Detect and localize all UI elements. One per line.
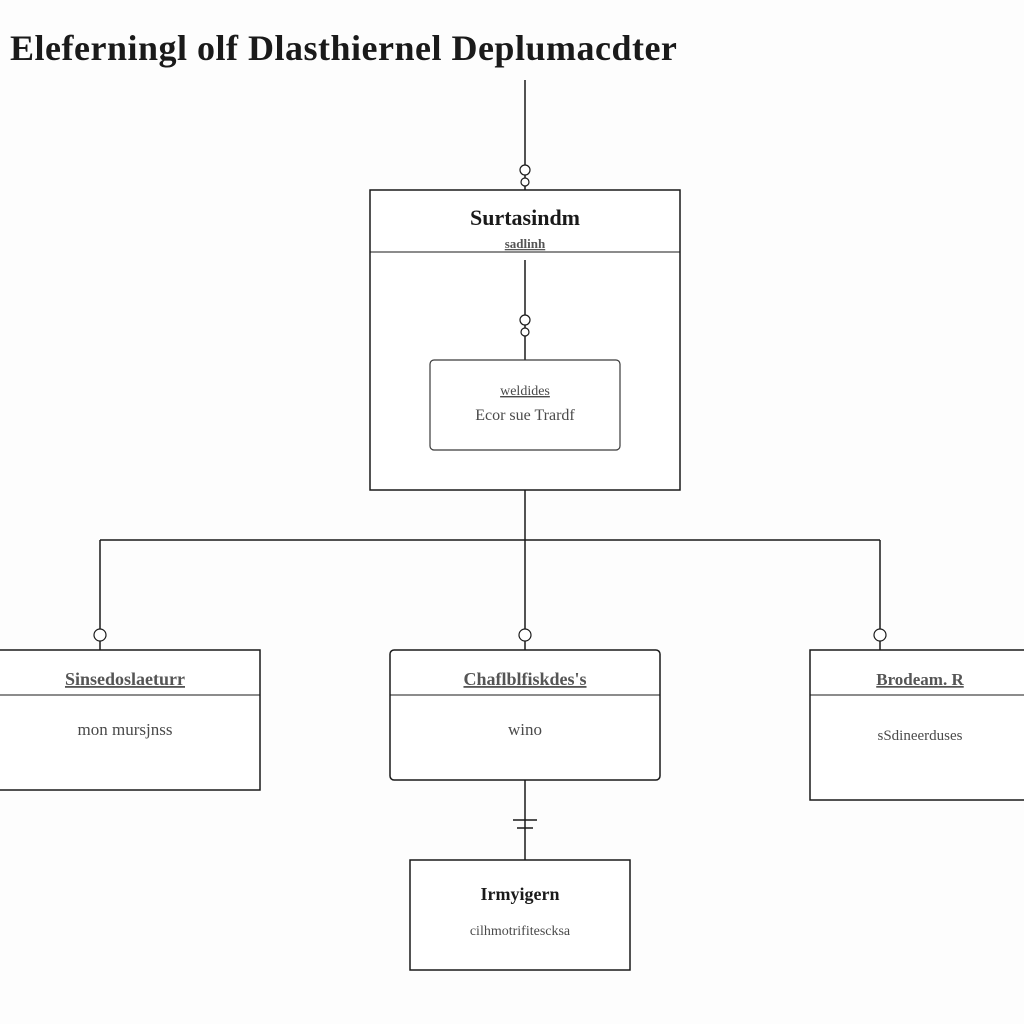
node-root-header: Surtasindm	[470, 205, 580, 230]
node-root-subheader: sadlinh	[505, 236, 546, 251]
node-root-inner-line2: Ecor sue Trardf	[475, 407, 575, 424]
node-right: Brodeam. R sSdineerduses	[810, 650, 1024, 800]
arrow-ornament-root	[520, 165, 530, 186]
node-left-header: Sinsedoslaeturr	[65, 669, 185, 689]
node-bottom-header: Irmyigern	[481, 884, 560, 904]
node-root-inner	[430, 360, 620, 450]
node-mid-body: wino	[508, 720, 542, 739]
arrow-ornament-right	[874, 629, 886, 641]
node-root: Surtasindm sadlinh weldides Ecor sue Tra…	[370, 190, 680, 490]
arrow-ornament-mid	[519, 629, 531, 641]
node-left: Sinsedoslaeturr mon mursjnss	[0, 650, 260, 790]
arrow-ornament-left	[94, 629, 106, 641]
node-root-inner-line1: weldides	[500, 384, 550, 399]
diagram-title: Eleferningl olf Dlasthiernel Deplumacdte…	[10, 28, 677, 68]
node-left-body: mon mursjnss	[78, 720, 173, 739]
node-mid: Chaflblfiskdes's wino	[390, 650, 660, 780]
node-right-body: sSdineerduses	[878, 728, 963, 744]
node-bottom: Irmyigern cilhmotrifitescksa	[410, 860, 630, 970]
node-mid-header: Chaflblfiskdes's	[463, 669, 586, 689]
node-bottom-body: cilhmotrifitescksa	[470, 924, 571, 939]
node-right-header: Brodeam. R	[876, 670, 964, 689]
